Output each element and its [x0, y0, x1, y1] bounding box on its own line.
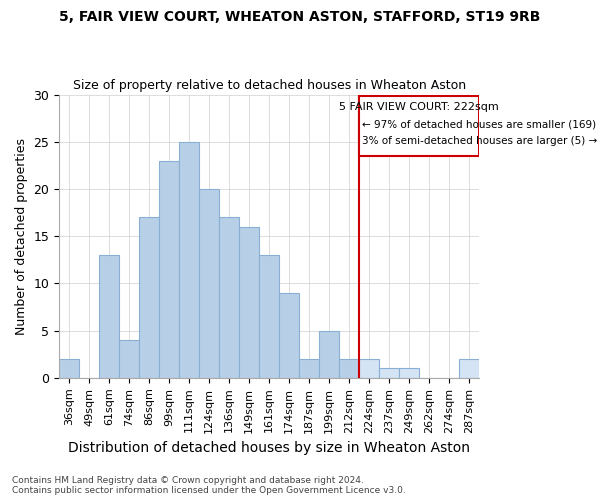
Bar [199, 189, 219, 378]
Bar [299, 359, 319, 378]
Text: 5 FAIR VIEW COURT: 222sqm: 5 FAIR VIEW COURT: 222sqm [340, 102, 499, 112]
Text: 3% of semi-detached houses are larger (5) →: 3% of semi-detached houses are larger (5… [362, 136, 598, 146]
Bar [399, 368, 419, 378]
Bar [259, 255, 279, 378]
FancyBboxPatch shape [359, 96, 479, 156]
Bar [239, 226, 259, 378]
Y-axis label: Number of detached properties: Number of detached properties [15, 138, 28, 334]
Bar [219, 218, 239, 378]
Bar [319, 330, 339, 378]
Bar [119, 340, 139, 378]
Text: Contains HM Land Registry data © Crown copyright and database right 2024.
Contai: Contains HM Land Registry data © Crown c… [12, 476, 406, 495]
Bar [279, 293, 299, 378]
Bar [359, 359, 379, 378]
Bar [339, 359, 359, 378]
Bar [159, 160, 179, 378]
X-axis label: Distribution of detached houses by size in Wheaton Aston: Distribution of detached houses by size … [68, 441, 470, 455]
Bar [179, 142, 199, 378]
Text: 5, FAIR VIEW COURT, WHEATON ASTON, STAFFORD, ST19 9RB: 5, FAIR VIEW COURT, WHEATON ASTON, STAFF… [59, 10, 541, 24]
Bar [459, 359, 479, 378]
Title: Size of property relative to detached houses in Wheaton Aston: Size of property relative to detached ho… [73, 79, 466, 92]
Text: ← 97% of detached houses are smaller (169): ← 97% of detached houses are smaller (16… [362, 119, 596, 129]
Bar [59, 359, 79, 378]
Bar [379, 368, 399, 378]
Bar [139, 218, 159, 378]
Bar [99, 255, 119, 378]
